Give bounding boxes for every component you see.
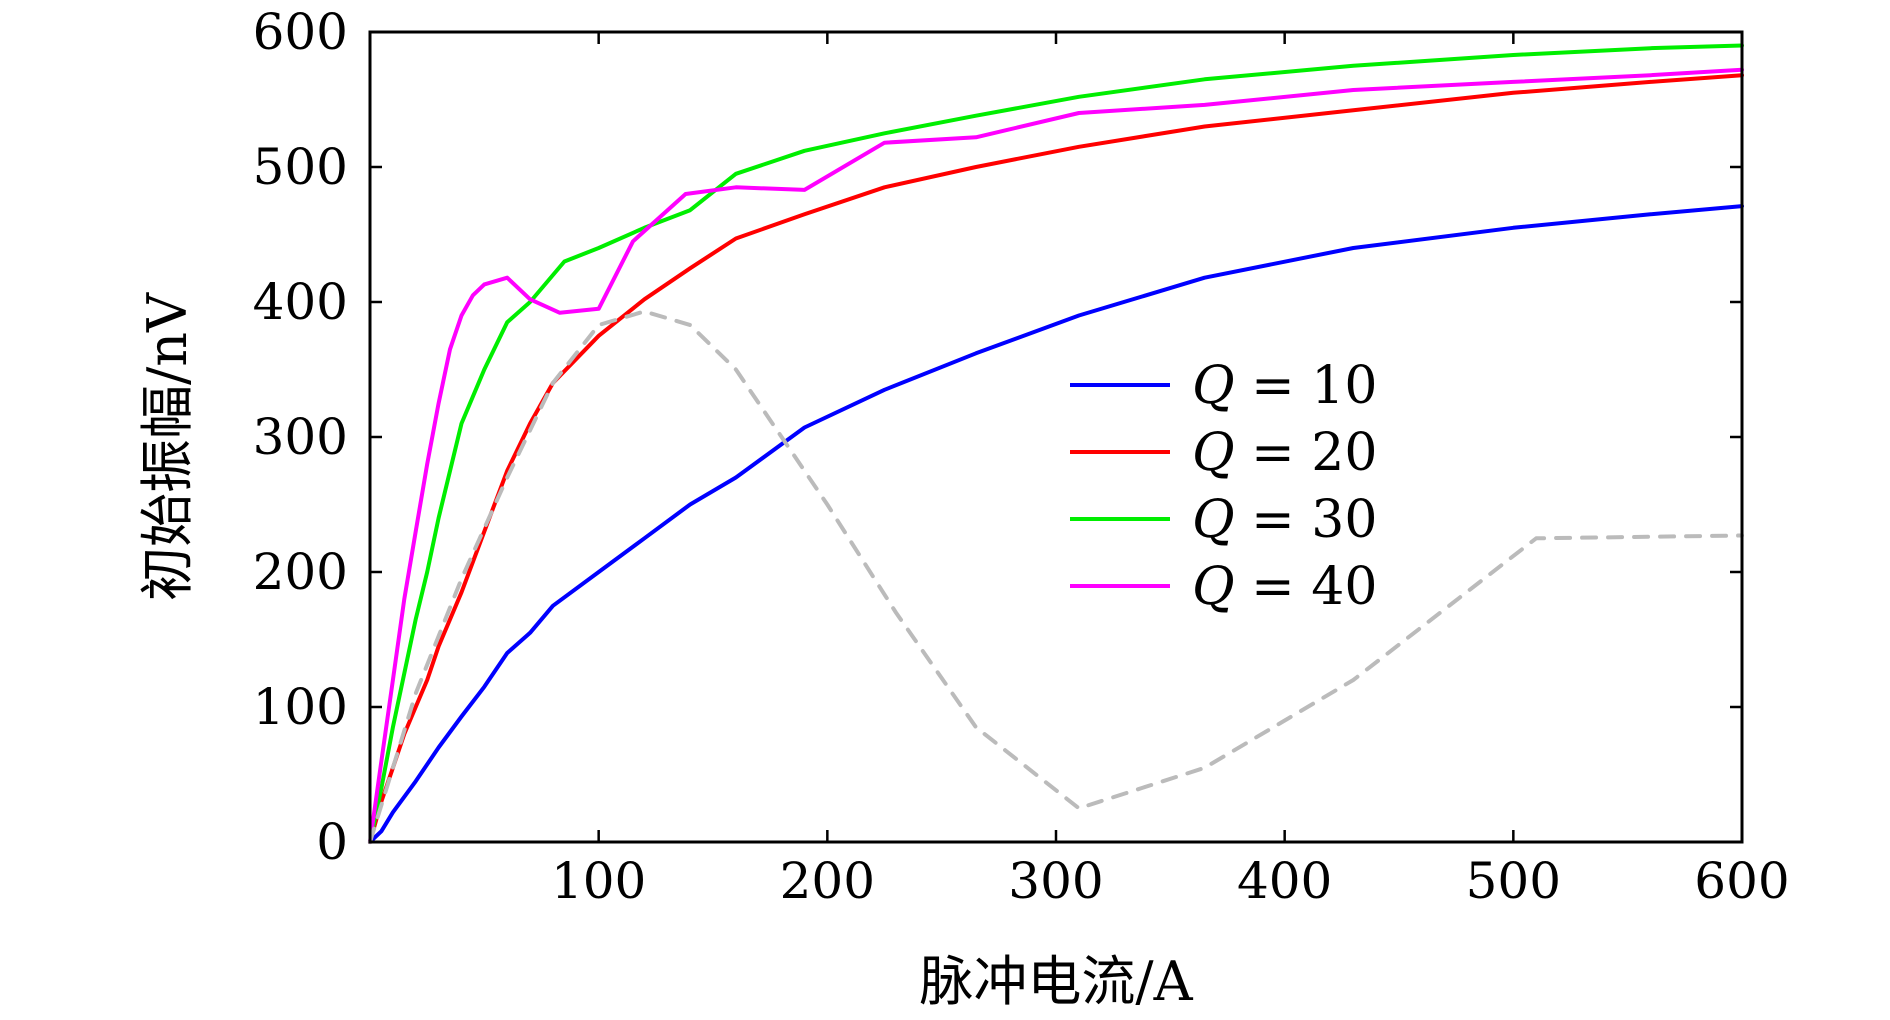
plot-area-frame	[368, 30, 1744, 844]
legend: Q = 10 Q = 20 Q = 30 Q = 40	[1070, 356, 1377, 617]
y-axis-title: 初始振幅/nV	[136, 292, 199, 601]
series-line-q30	[368, 43, 1744, 844]
x-tick-label: 500	[1466, 852, 1561, 910]
y-tick-label: 300	[253, 408, 348, 466]
y-tick-label: 200	[253, 543, 348, 601]
legend-label-q40: Q = 40	[1192, 557, 1377, 617]
x-tick-label: 300	[1008, 852, 1103, 910]
x-tick-label: 600	[1694, 852, 1789, 910]
y-tick-label: 500	[253, 138, 348, 196]
x-tick-label: 100	[551, 852, 646, 910]
reference-dashed-line	[368, 309, 1744, 844]
x-axis-title: 脉冲电流/A	[919, 950, 1193, 1013]
legend-label-q30: Q = 30	[1192, 490, 1377, 550]
series-line-q40	[368, 67, 1744, 844]
y-tick-label: 400	[253, 273, 348, 331]
series-layer	[368, 43, 1744, 844]
ticks-layer: 100 200 300 400 500 600 0 100 200 300 400 500 600	[253, 3, 1790, 910]
x-tick-label: 400	[1237, 852, 1332, 910]
series-line-q10	[368, 204, 1744, 844]
legend-label-q10: Q = 10	[1192, 356, 1377, 416]
y-tick-label: 0	[316, 813, 348, 871]
legend-label-q20: Q = 20	[1192, 423, 1377, 483]
y-tick-label: 100	[253, 678, 348, 736]
y-tick-label: 600	[253, 3, 348, 61]
series-line-q20	[368, 73, 1744, 844]
x-tick-label: 200	[780, 852, 875, 910]
